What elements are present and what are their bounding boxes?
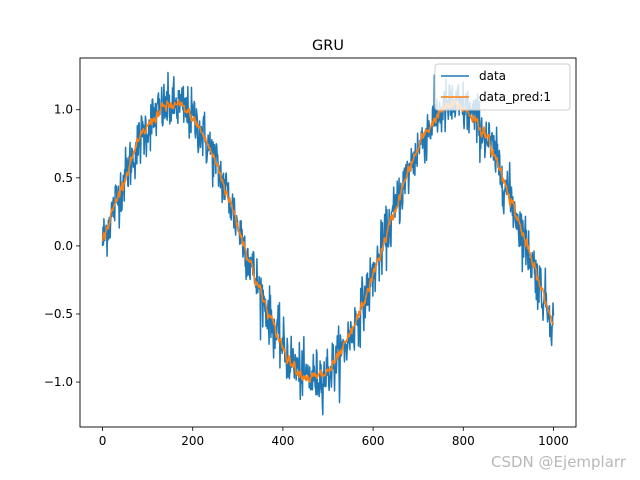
y-tick-label: 0.5 <box>54 171 73 185</box>
y-tick-label: −0.5 <box>44 307 73 321</box>
series-line-data <box>101 71 555 416</box>
x-axis: 0 200 400 600 800 1000 <box>99 427 569 448</box>
axes-frame <box>79 57 577 428</box>
y-tick-label: 0.0 <box>54 239 73 253</box>
y-axis: −1.0 −0.5 0.0 0.5 1.0 <box>44 103 80 389</box>
x-tick-label: 800 <box>452 434 475 448</box>
legend-label: data_pred:1 <box>479 90 551 104</box>
x-tick-label: 200 <box>181 434 204 448</box>
watermark: CSDN @Ejemplarr <box>491 453 626 471</box>
x-tick-label: 600 <box>362 434 385 448</box>
y-tick-label: 1.0 <box>54 103 73 117</box>
x-tick-label: 0 <box>99 434 107 448</box>
x-tick-label: 400 <box>271 434 294 448</box>
legend-label: data <box>479 69 506 83</box>
series-line-data-pred <box>101 99 555 383</box>
legend: data data_pred:1 <box>434 63 571 111</box>
x-tick-label: 1000 <box>538 434 569 448</box>
y-tick-label: −1.0 <box>44 375 73 389</box>
chart-title: GRU <box>312 38 344 54</box>
series-layer <box>101 71 555 416</box>
